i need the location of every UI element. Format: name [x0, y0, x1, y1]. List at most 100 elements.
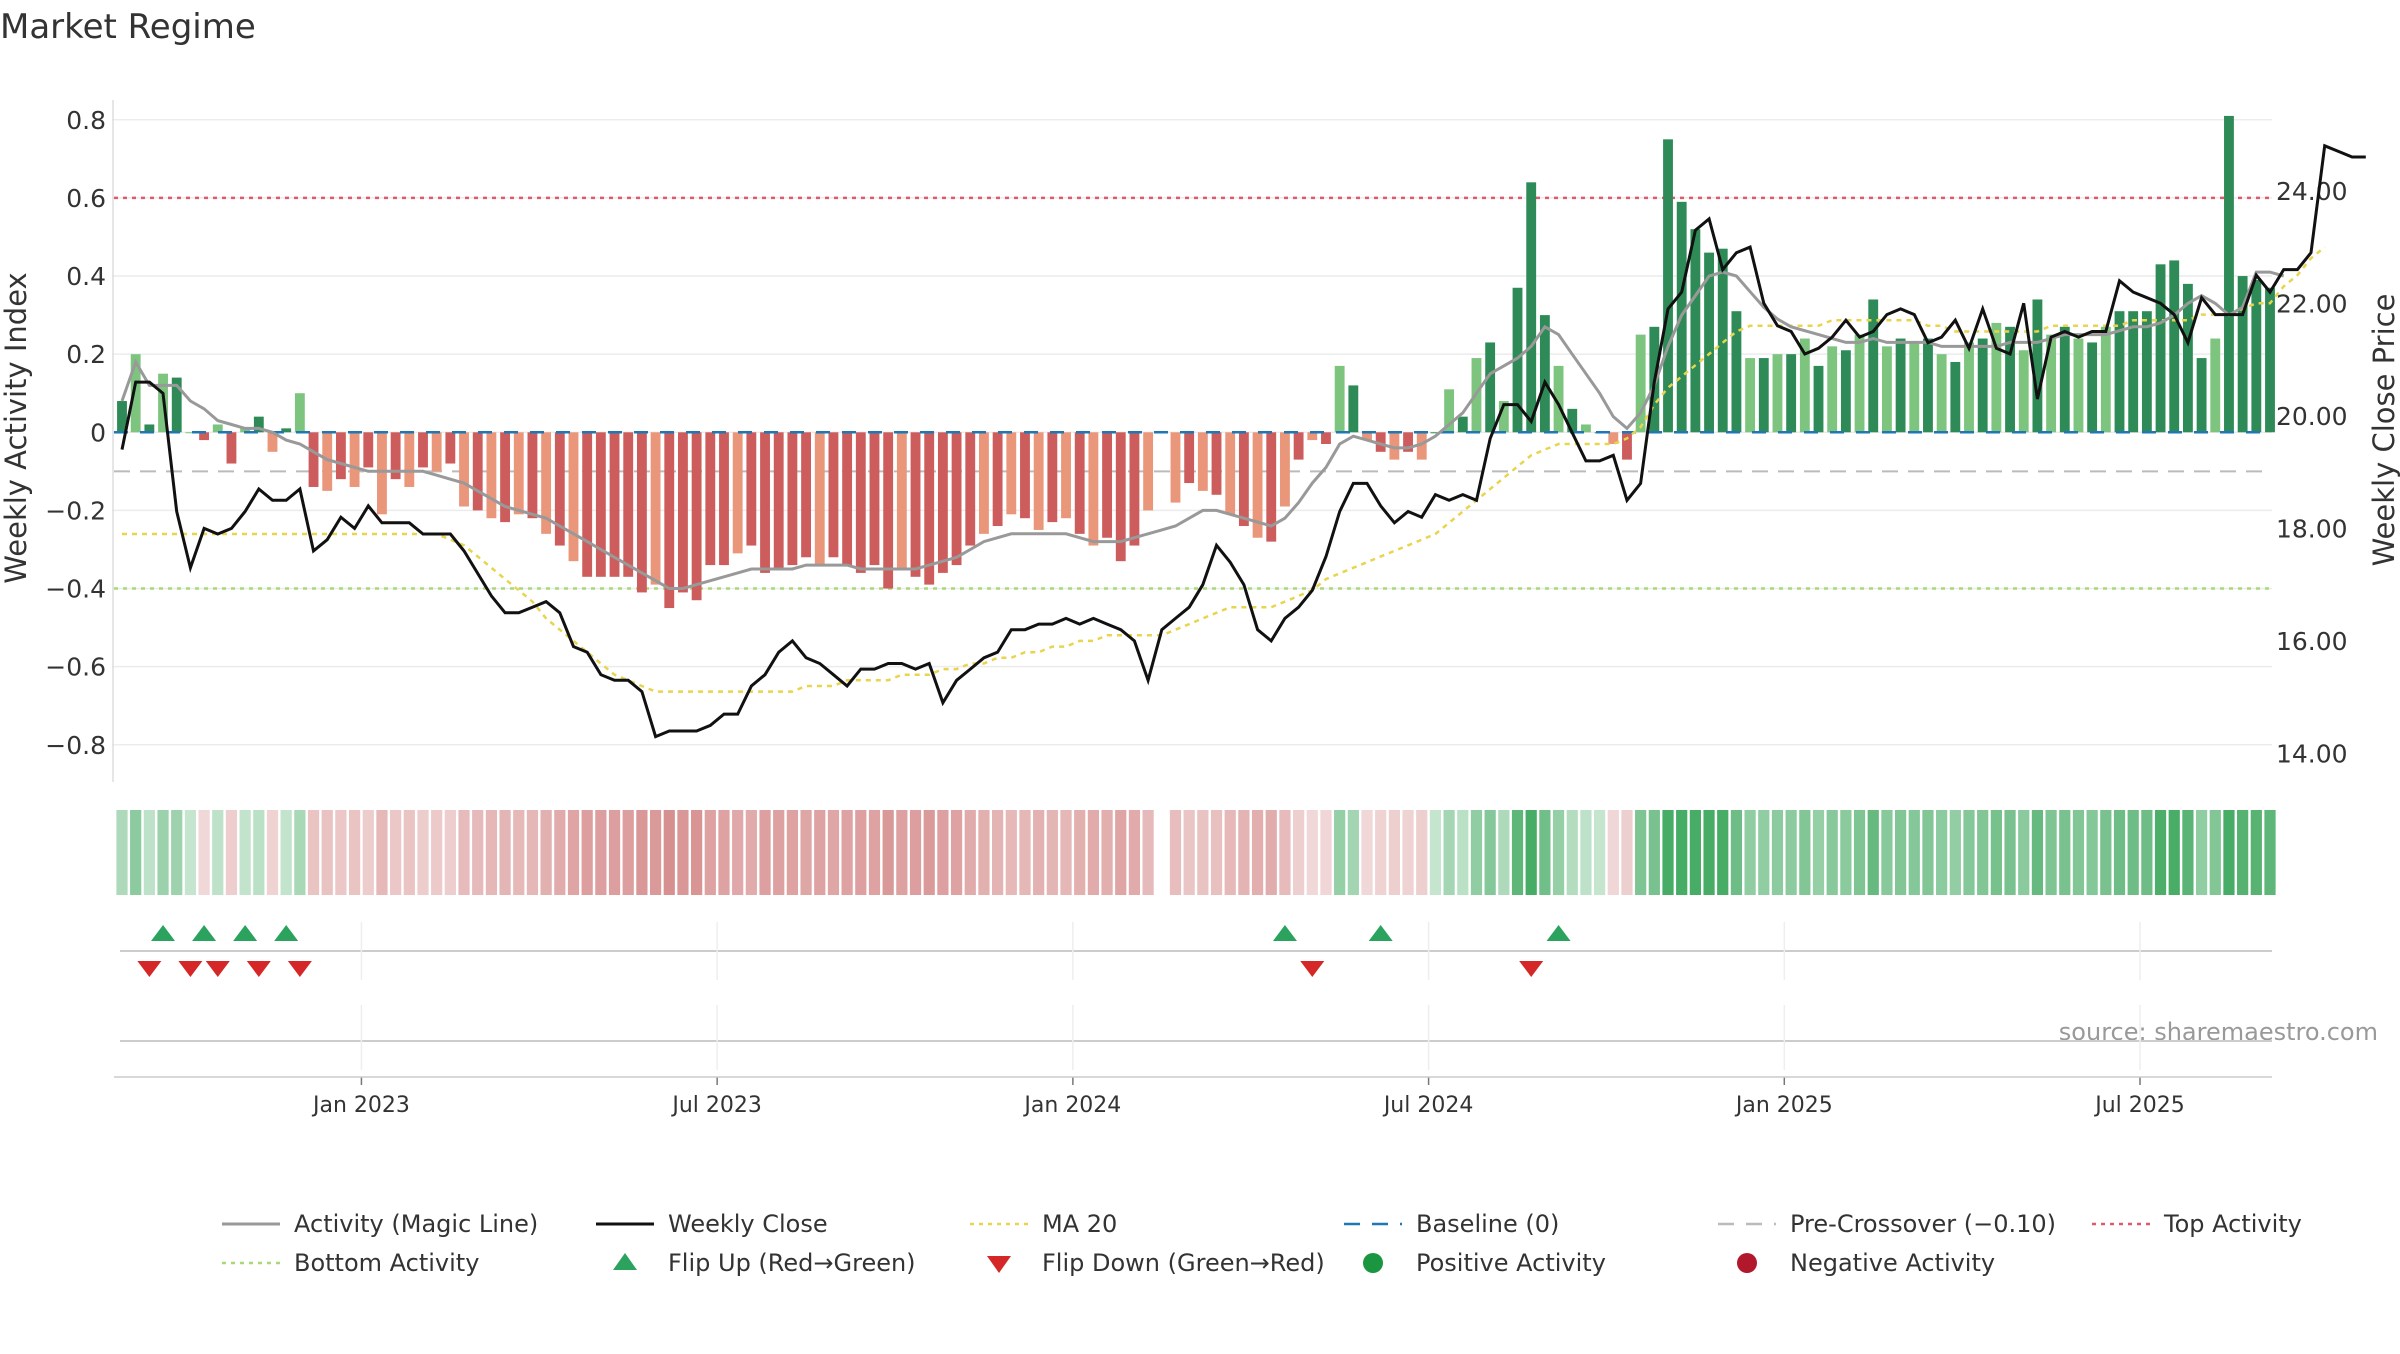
regime-cell	[1689, 810, 1701, 895]
regime-cell	[732, 810, 744, 895]
activity-bar	[130, 354, 141, 433]
activity-bar	[1143, 432, 1154, 511]
legend-entry: Weekly Close	[596, 1210, 828, 1238]
regime-cell	[1990, 810, 2002, 895]
activity-bar	[1608, 432, 1619, 444]
regime-cell	[1730, 810, 1743, 895]
legend-label: Negative Activity	[1790, 1249, 1995, 1277]
regime-cell	[1060, 810, 1072, 895]
activity-bar	[1280, 432, 1290, 507]
regime-cell	[1498, 810, 1510, 895]
activity-bar	[2182, 283, 2193, 433]
regime-cell	[1334, 810, 1346, 895]
regime-cell	[1347, 810, 1359, 895]
activity-bar	[2169, 260, 2180, 433]
regime-cell	[1470, 810, 1483, 895]
regime-cell	[1293, 810, 1305, 895]
activity-bar	[883, 432, 894, 589]
left-tick-label: 0.2	[66, 340, 106, 369]
right-tick-label: 14.00	[2276, 739, 2348, 768]
flip-down-marker	[287, 961, 312, 977]
legend-label: Pre-Crossover (−0.10)	[1790, 1210, 2056, 1238]
regime-cell	[513, 810, 525, 895]
activity-bar	[2046, 334, 2057, 433]
activity-bar	[1225, 432, 1236, 515]
regime-cell	[1771, 810, 1784, 895]
activity-bar	[705, 432, 716, 566]
regime-cell	[294, 810, 306, 895]
legend-entry: Top Activity	[2092, 1210, 2302, 1238]
left-tick-label: 0.6	[66, 184, 106, 213]
legend-entry: Flip Down (Green→Red)	[987, 1249, 1325, 1277]
activity-bar	[185, 432, 196, 434]
activity-bar	[1047, 432, 1058, 523]
flip-down-marker	[178, 961, 203, 977]
legend-entry: Pre-Crossover (−0.10)	[1718, 1210, 2056, 1238]
regime-cell	[1621, 810, 1633, 895]
activity-bar	[2073, 338, 2084, 433]
regime-cell	[171, 810, 183, 895]
activity-bar	[609, 432, 620, 577]
activity-bar	[2141, 311, 2152, 433]
regime-cell	[1566, 810, 1578, 895]
activity-bar	[1991, 322, 2002, 433]
activity-bar	[1403, 432, 1413, 452]
activity-bar	[1238, 432, 1249, 527]
regime-cell	[444, 810, 456, 895]
activity-bar	[1690, 229, 1701, 433]
activity-bar	[924, 432, 935, 585]
activity-bar	[2114, 311, 2125, 433]
activity-bar	[472, 432, 483, 511]
legend-entry: Flip Up (Red→Green)	[613, 1249, 916, 1277]
regime-cell	[1607, 810, 1619, 895]
activity-bar	[199, 432, 210, 441]
flip-up-marker	[1368, 925, 1393, 941]
regime-cell	[1949, 810, 1961, 895]
activity-bar	[2018, 350, 2029, 433]
regime-cell	[1197, 810, 1209, 895]
regime-cell	[636, 810, 648, 895]
regime-cell	[2004, 810, 2016, 895]
activity-bar	[1211, 432, 1222, 495]
right-tick-label: 18.00	[2276, 514, 2348, 543]
activity-bar	[281, 428, 292, 433]
activity-bar	[1909, 342, 1920, 433]
activity-bar	[541, 432, 552, 534]
regime-cell	[1552, 810, 1565, 895]
legend-entry: Positive Activity	[1363, 1249, 1606, 1277]
regime-cell	[2182, 810, 2194, 895]
regime-cell	[1539, 810, 1551, 895]
regime-cell	[1511, 810, 1524, 895]
regime-cell	[2113, 810, 2126, 895]
activity-bar	[308, 432, 319, 487]
x-axis: Jan 2023 Jul 2023 Jan 2024 Jul 2024 Jan 2025…	[114, 922, 2272, 1118]
left-tick-label: −0.8	[45, 731, 106, 760]
activity-bar	[486, 432, 497, 519]
activity-bar	[1362, 432, 1372, 441]
regime-cell	[1224, 810, 1236, 895]
regime-cell	[1265, 810, 1277, 895]
activity-bar	[1758, 358, 1769, 433]
regime-cell	[937, 810, 949, 895]
activity-bar	[322, 432, 333, 491]
regime-cell	[362, 810, 374, 895]
regime-cell	[923, 810, 935, 895]
activity-bar	[267, 432, 278, 452]
activity-bar	[1868, 299, 1879, 433]
regime-cell	[1375, 810, 1387, 895]
regime-cell	[1744, 810, 1756, 895]
chart-title: Market Regime	[0, 7, 256, 47]
flip-down-marker	[137, 961, 162, 977]
activity-bar	[1567, 408, 1578, 433]
legend-swatch	[987, 1256, 1011, 1273]
regime-cell	[691, 810, 703, 895]
regime-cell	[1635, 810, 1647, 895]
regime-cell	[1676, 810, 1688, 895]
regime-cell	[567, 810, 580, 895]
right-tick-label: 16.00	[2276, 627, 2348, 656]
ma20-line	[122, 246, 2326, 693]
regime-cell	[814, 810, 826, 895]
activity-bar	[636, 432, 647, 593]
activity-bar	[335, 432, 346, 480]
